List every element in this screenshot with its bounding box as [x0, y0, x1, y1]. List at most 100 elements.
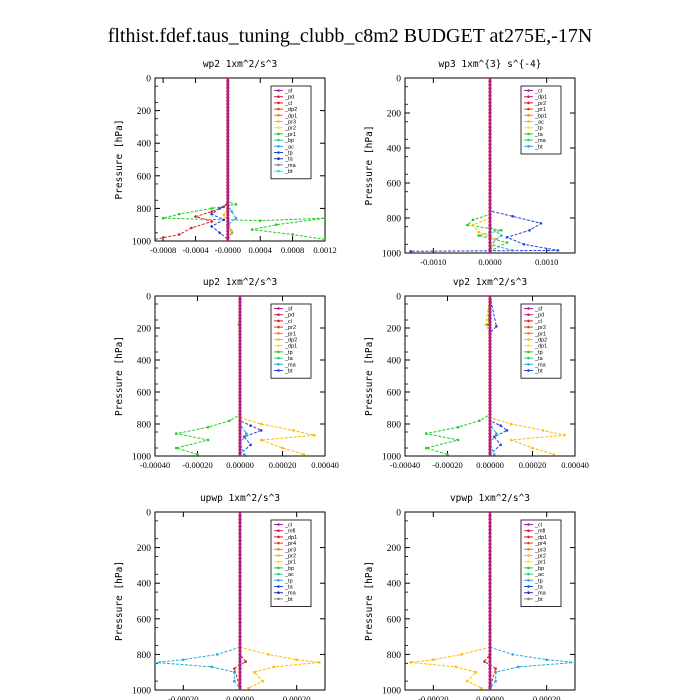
series-point [466, 223, 469, 227]
series-point [206, 425, 210, 429]
y-tick-label: 200 [137, 544, 152, 554]
legend-marker [277, 163, 280, 167]
legend-marker [527, 369, 530, 372]
series-point [177, 212, 181, 216]
series-point [258, 219, 262, 222]
series-point [242, 453, 246, 456]
series-point [517, 665, 520, 669]
legend-entry: _pr4 [534, 541, 546, 547]
y-tick-label: 800 [387, 421, 402, 431]
series-line-tp [155, 512, 241, 689]
legend-box [270, 85, 312, 180]
x-tick-label: 0.0012 [313, 245, 336, 255]
legend-entry: _sf [284, 89, 293, 95]
legend-entry: _tp [534, 578, 543, 584]
legend-entry: _ac [534, 572, 544, 578]
legend: _cl_mfl_dp1_pr4_pr3_pr2_pr1_bp_ac_tp_ta_… [520, 519, 562, 607]
legend-marker [527, 138, 530, 142]
series-point [573, 661, 575, 664]
series-point [275, 223, 278, 226]
legend-marker [527, 579, 530, 582]
x-tick-label: 0.00000 [476, 694, 504, 700]
y-tick-label: 1000 [132, 687, 151, 697]
series-point [494, 667, 497, 670]
series-point [230, 229, 234, 233]
y-tick-label: 600 [387, 180, 402, 190]
series-point [471, 223, 475, 227]
series-point [218, 231, 222, 235]
y-tick-label: 800 [387, 651, 402, 661]
legend-marker [277, 338, 280, 341]
chart-panel-1: wp2 1xm^2/s^3 Pressure [hPa] 0 200 400 600 800… [114, 59, 337, 255]
series-point [500, 228, 503, 232]
series-point [233, 679, 236, 683]
series-line-pr1 [466, 78, 509, 252]
series-point [556, 249, 560, 252]
legend-marker [277, 138, 280, 142]
series-point [259, 429, 263, 432]
series-point [222, 213, 226, 217]
x-tick-label: -0.00020 [432, 460, 462, 470]
series-point [323, 216, 325, 220]
series-point [155, 661, 157, 664]
legend-entry: _dp1 [284, 344, 297, 350]
series-line-pr2 [472, 78, 497, 252]
panel-title: wp3 1xm^{3} s^{-4} [439, 59, 542, 70]
series-point [446, 453, 449, 456]
series-point [454, 665, 458, 669]
legend-marker [277, 114, 280, 117]
legend-marker [527, 101, 530, 105]
legend-marker [277, 554, 280, 557]
series-point [323, 238, 325, 241]
legend-entry: _ta [534, 132, 544, 138]
legend-marker [277, 169, 280, 173]
y-tick-label: 0 [396, 293, 401, 303]
legend-entry: _ta [534, 356, 544, 362]
legend-marker [277, 572, 280, 576]
legend-entry: _bp1 [534, 113, 547, 119]
legend-marker [527, 585, 530, 588]
x-tick-label: 0.00020 [533, 694, 561, 700]
series-point [259, 438, 263, 442]
x-tick-label: -0.0008 [150, 245, 176, 255]
series-group [409, 512, 575, 690]
series-point [244, 660, 247, 663]
y-tick-label: 600 [387, 615, 402, 625]
y-tick-label: 600 [137, 615, 152, 625]
y-tick-label: 800 [137, 421, 152, 431]
series-point [456, 425, 460, 429]
y-tick-label: 600 [387, 389, 402, 399]
x-tick-label: -0.0004 [182, 245, 209, 255]
legend-marker [527, 591, 530, 594]
legend-entry: _pr2 [284, 325, 296, 331]
y-tick-label: 800 [137, 651, 152, 661]
legend-marker [527, 529, 530, 532]
series-point [505, 235, 509, 239]
series-point [563, 433, 566, 437]
series-point [545, 658, 548, 662]
legend-marker [527, 145, 530, 148]
x-tick-label: -0.00020 [182, 460, 212, 470]
legend-entry: _bt [534, 369, 543, 375]
series-point [218, 207, 222, 210]
legend-box [270, 303, 312, 379]
series-point [174, 446, 178, 450]
legend-marker [277, 535, 280, 539]
legend-entry: _pr2 [534, 554, 546, 560]
legend-entry: _dp2 [284, 338, 297, 344]
legend-entry: _pr1 [534, 107, 546, 113]
series-point [494, 237, 497, 241]
series-point [486, 323, 490, 327]
legend-entry: _dp1 [284, 535, 297, 541]
series-point [495, 325, 498, 328]
plot-frame [154, 77, 326, 242]
legend-entry: _tp [534, 350, 543, 356]
legend-entry: _mfl [534, 529, 545, 535]
legend-entry: _bt [284, 597, 293, 603]
y-tick-label: 0 [396, 75, 401, 85]
x-tick-label: 0.00020 [269, 460, 297, 470]
series-point [478, 419, 481, 423]
legend-marker [277, 101, 280, 105]
y-tick-label: 1000 [382, 250, 401, 260]
legend-marker [527, 548, 530, 551]
